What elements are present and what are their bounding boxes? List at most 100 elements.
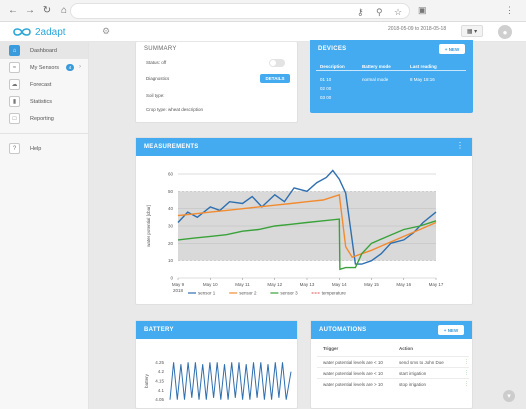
chevron-right-icon: › [79,64,81,70]
star-icon[interactable]: ☆ [394,7,403,17]
home-icon[interactable]: ⌂ [60,5,68,16]
battery-title: BATTERY [136,321,297,339]
sidebar-item-label: Help [30,145,42,152]
automations-card: AUTOMATIONS + NEW Trigger Action water p… [310,320,473,409]
device-row-1-battery: normal mode [362,77,389,82]
automation-action: stop irrigation [399,382,427,387]
automation-action: start irrigation [399,371,427,376]
legend-label: temperature [322,291,347,296]
battery-card: BATTERY 4.25 4.2 4.15 4.1 4.05 battery [135,320,298,409]
y-tick-label: 4.2 [158,369,165,374]
device-row-1-description[interactable]: 01 10 [320,77,332,82]
arrow-left-icon[interactable]: ← [8,5,18,16]
y-tick-label: 4.05 [155,397,164,402]
y-tick-label: 4.15 [155,379,164,384]
device-row-2-description[interactable]: 02 00 [320,86,332,91]
sidebar-item-label: Statistics [30,98,53,105]
more-vertical-icon[interactable]: ⋮ [456,141,464,150]
measurements-card: MEASUREMENTS ⋮ 0 10 20 30 40 50 60 May 9 May 10 M… [135,137,473,305]
automation-trigger: water potential levels are < 10 [323,360,383,365]
chart-icon: ▮ [9,96,20,107]
sensor-count-badge: 4 [66,64,74,71]
y-tick-label: 4.25 [155,360,164,365]
sidebar-item-forecast[interactable]: ☁ Forecast [0,76,88,93]
calendar-button[interactable]: ▦ ▾ [461,25,483,37]
sidebar-item-label: Dashboard [30,47,57,54]
series-line-sensor-3 [177,218,437,271]
devices-col-last-reading: Last reading [410,64,437,69]
soil-type-label: Soil type: [146,93,165,98]
measurements-title: MEASUREMENTS [136,138,472,156]
sidebar-item-my-sensors[interactable]: ≈ My Sensors 4 › [0,59,88,76]
series-line-sensor-2 [177,193,437,259]
y-tick-label: 60 [168,172,174,177]
document-icon: □ [9,113,20,124]
arrow-right-icon[interactable]: → [25,5,35,16]
y-tick-label: 4.1 [158,388,165,393]
browser-menu-icon[interactable]: ⋮ [505,5,514,15]
reload-icon[interactable]: ↻ [42,5,52,16]
zoom-icon[interactable]: ⚲ [376,7,383,17]
x-tick-label: May 14 [332,282,347,287]
summary-card: SUMMARY Status: off Diagnostics DETAILS … [135,42,298,123]
sidebar-divider [0,133,88,134]
more-vertical-icon[interactable]: ⋮ [464,359,469,365]
home-icon: ⌂ [9,45,20,56]
details-button[interactable]: DETAILS [260,74,290,83]
automation-row[interactable]: water potential levels are < 10 send sms… [317,356,469,367]
automation-row[interactable]: water potential levels are < 10 start ir… [317,367,469,378]
x-tick-label: May 11 [235,282,250,287]
calendar-icon: ▦ ▾ [466,28,478,35]
status-toggle[interactable] [269,59,285,67]
sidebar-item-dashboard[interactable]: ⌂ Dashboard [0,42,88,59]
devices-col-description: Description [320,64,345,69]
extension-icon[interactable]: ▣ [418,5,427,15]
help-icon: ? [9,143,20,154]
y-tick-label: 40 [168,206,174,211]
new-device-button[interactable]: + NEW [439,44,465,54]
series-line-sensor-1 [177,169,437,265]
cloud-icon: ☁ [9,79,20,90]
sidebar-item-reporting[interactable]: □ Reporting [0,110,88,127]
automations-col-action: Action [399,346,413,351]
device-row-3-description[interactable]: 03 00 [320,95,332,100]
scroll-down-icon[interactable]: ▾ [503,390,515,402]
summary-title: SUMMARY [144,46,177,52]
x-tick-label: May 10 [203,282,218,287]
automation-trigger: water potential levels are < 10 [323,371,383,376]
y-tick-label: 20 [168,241,174,246]
crop-type-label: Crop type: wheat description [146,107,204,112]
sidebar-item-statistics[interactable]: ▮ Statistics [0,93,88,110]
automation-row[interactable]: water potential levels are > 10 stop irr… [317,378,469,389]
key-icon[interactable]: ⚷ [357,7,364,17]
logo[interactable]: 2adapt [12,25,66,39]
battery-chart: 4.25 4.2 4.15 4.1 4.05 battery [144,360,292,402]
y-tick-label: 10 [168,258,174,263]
sidebar-item-help[interactable]: ? Help [0,140,88,157]
y-tick-label: 50 [168,189,174,194]
y-axis-label: battery [144,373,149,388]
devices-header-divider [316,70,466,71]
sidebar-item-label: Reporting [30,115,54,122]
sidebar-item-label: Forecast [30,81,52,88]
date-range[interactable]: 2018-05-09 to 2018-05-18 [388,26,447,32]
new-automation-button[interactable]: + NEW [438,325,464,335]
y-tick-label: 0 [170,276,173,281]
address-bar[interactable]: ⚷ ⚲ ☆ [70,3,410,19]
measurements-chart: 0 10 20 30 40 50 60 May 9 May 10 May 11 May 12 May … [146,169,444,296]
diagnostics-label: Diagnostics [146,76,170,81]
devices-title: DEVICES [310,40,473,58]
logo-icon [13,28,31,36]
devices-col-battery: Battery mode [362,64,391,69]
more-vertical-icon[interactable]: ⋮ [464,381,469,387]
x-tick-label: May 13 [300,282,315,287]
gear-icon[interactable]: ⚙ [102,26,111,36]
user-avatar-icon[interactable]: ● [498,25,512,39]
x-tick-label: May 15 [364,282,379,287]
automation-trigger: water potential levels are > 10 [323,382,383,387]
x-tick-label: May 9 [172,282,185,287]
x-tick-label: May 16 [396,282,411,287]
legend-label: sensor 1 [198,291,216,296]
more-vertical-icon[interactable]: ⋮ [464,370,469,376]
device-row-1-last-reading: 8 May 18:16 [410,77,435,82]
